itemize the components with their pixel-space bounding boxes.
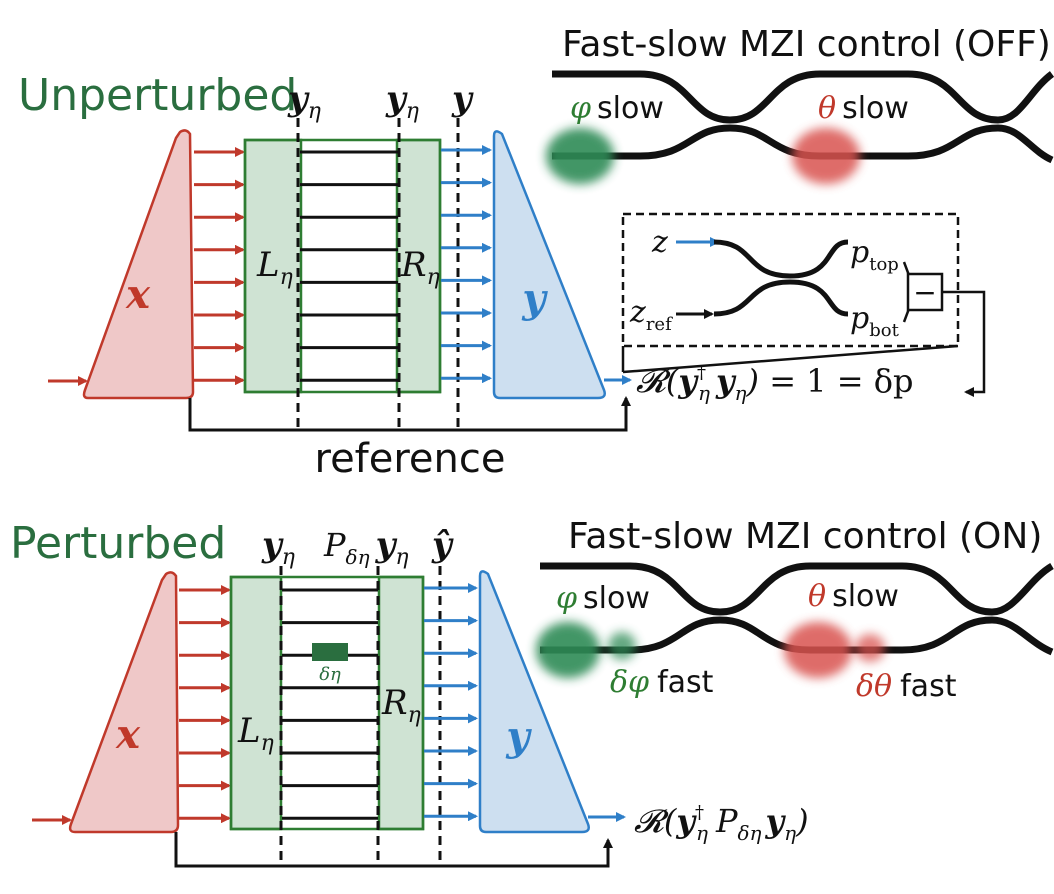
col-label-yhat: ŷ: [431, 525, 454, 565]
reference-line-bottom: [174, 832, 613, 868]
x-label-top: x: [125, 271, 151, 318]
reference-label: reference: [315, 436, 506, 482]
mesh-lines-bottom: [282, 588, 378, 820]
equation-bottom: 𝓡(y† η Pδη yη): [634, 802, 809, 845]
mzi-off-title: Fast-slow MZI control (OFF): [562, 24, 1051, 65]
y-block-bottom: [478, 570, 590, 834]
phi-slow-off: φ slow: [570, 91, 664, 126]
y-block-top: [492, 130, 606, 400]
inset-z: z: [651, 225, 668, 260]
dphi-fast: δφ fast: [610, 665, 714, 700]
inset-p-bot: pbot: [850, 301, 900, 341]
mzi-on-title: Fast-slow MZI control (ON): [568, 516, 1042, 557]
L-label-bottom: Lη: [237, 711, 274, 756]
R-label-bottom: Rη: [381, 683, 421, 728]
x-block-top: [82, 129, 195, 400]
lr-frame-top: [243, 138, 442, 394]
blue-arrows-top: [441, 145, 492, 384]
reference-line: [188, 396, 631, 432]
inset-minus: −: [913, 276, 936, 309]
inset-subtractor: [906, 272, 944, 312]
inset-coupler: [713, 239, 849, 317]
blue-arrows-bottom: [424, 583, 478, 822]
theta-blob-on: [784, 622, 852, 678]
dphi-blob-on: [608, 632, 636, 660]
col-label-y: y: [451, 79, 474, 119]
delta-eta-marker: [312, 643, 348, 661]
delta-eta-label: δη: [319, 664, 341, 685]
L-label-top: Lη: [256, 245, 293, 290]
col-label-y-eta-1: yη: [287, 79, 321, 124]
inset-p-top: ptop: [850, 235, 899, 275]
theta-blob-off: [792, 128, 860, 184]
red-arrows-top: [194, 147, 245, 386]
y-label-top: y: [521, 275, 548, 322]
inset-zref: zref: [629, 295, 673, 335]
col-label-y-eta-2: yη: [385, 79, 419, 124]
mesh-lines-top: [300, 150, 398, 382]
phi-blob-off: [546, 128, 614, 184]
bottom-section: Perturbed yη Pδη yη ŷ x δη Lη Rη y 𝓡(y† η P…: [10, 516, 1054, 868]
x-label-bottom: x: [115, 711, 141, 758]
inset-output-wire: [942, 290, 986, 397]
R-label-top: Rη: [400, 245, 440, 290]
l-block-bottom: [229, 575, 283, 831]
theta-slow-off: θ slow: [818, 91, 909, 126]
top-section: Unperturbed yη yη y x Lη Rη y referenc: [18, 24, 1054, 482]
col-label-P: Pδη yη: [323, 525, 409, 570]
dtheta-fast: δθ fast: [856, 669, 957, 704]
x-block-bottom: [68, 571, 180, 834]
inset-connector-2: [622, 344, 959, 374]
perturbed-title: Perturbed: [10, 518, 226, 569]
dtheta-blob-on: [855, 634, 885, 662]
y-label-bottom: y: [505, 713, 532, 760]
red-arrows-bottom: [179, 585, 231, 824]
phi-blob-on: [536, 622, 600, 678]
unperturbed-title: Unperturbed: [18, 70, 297, 121]
lr-frame-bottom: [229, 575, 425, 831]
theta-slow-on: θ slow: [808, 579, 899, 614]
phi-slow-on: φ slow: [556, 581, 650, 616]
col-label-y-eta-b1: yη: [261, 525, 295, 570]
